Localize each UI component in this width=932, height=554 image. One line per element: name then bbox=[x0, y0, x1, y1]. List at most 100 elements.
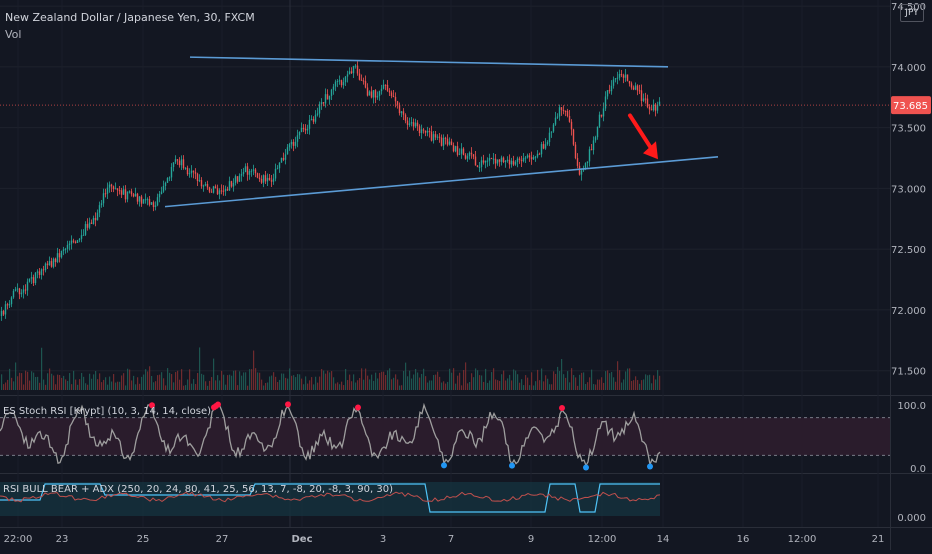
volume-bar bbox=[553, 371, 555, 390]
volume-bar bbox=[331, 371, 333, 390]
y-tick-label: 71.500 bbox=[891, 367, 926, 378]
volume-bar bbox=[25, 370, 27, 390]
candle-body bbox=[228, 181, 231, 191]
candle-body bbox=[192, 170, 195, 173]
candle-body bbox=[168, 177, 171, 179]
volume-bar bbox=[121, 375, 123, 390]
candle-body bbox=[502, 157, 505, 163]
volume-bar bbox=[167, 368, 169, 390]
volume-bar bbox=[567, 371, 569, 390]
volume-bar bbox=[211, 377, 213, 390]
candle-body bbox=[602, 108, 605, 117]
volume-bar bbox=[417, 372, 419, 390]
stoch-markers bbox=[149, 401, 653, 471]
volume-bar bbox=[525, 375, 527, 390]
candle-body bbox=[116, 188, 119, 191]
volume-bar bbox=[477, 370, 479, 390]
candle-body bbox=[256, 173, 259, 178]
volume-bar bbox=[163, 378, 165, 390]
candle-body bbox=[94, 218, 97, 221]
candle-body bbox=[306, 128, 309, 131]
volume-bar bbox=[279, 379, 281, 390]
candle-body bbox=[620, 73, 623, 76]
rsi-bull-bear-label[interactable]: RSI BULL BEAR + ADX (250, 20, 24, 80, 41… bbox=[3, 484, 394, 495]
candle-body bbox=[540, 144, 543, 155]
adx-band bbox=[0, 482, 660, 516]
candle-body bbox=[646, 98, 649, 107]
candle-body bbox=[142, 199, 145, 204]
volume-bar bbox=[297, 374, 299, 390]
volume-bar bbox=[33, 372, 35, 390]
volume-bar bbox=[641, 380, 643, 390]
candle-body bbox=[324, 94, 327, 104]
volume-bar bbox=[283, 373, 285, 390]
volume-bar bbox=[495, 379, 497, 390]
volume-bar bbox=[239, 371, 241, 390]
candle-body bbox=[316, 113, 319, 115]
volume-bar bbox=[333, 377, 335, 390]
candle-body bbox=[148, 199, 151, 205]
volume-bar bbox=[655, 379, 657, 390]
candle-body bbox=[34, 272, 37, 284]
volume-bar bbox=[485, 368, 487, 390]
volume-bar bbox=[171, 374, 173, 390]
volume-bar bbox=[293, 375, 295, 390]
volume-bar bbox=[563, 374, 565, 390]
volume-bar bbox=[107, 384, 109, 390]
volume-bar bbox=[375, 372, 377, 390]
candle-body bbox=[428, 130, 431, 132]
trendline bbox=[164, 155, 719, 208]
candle-body bbox=[342, 82, 345, 86]
volume-bar bbox=[571, 368, 573, 390]
stoch-high-dot bbox=[285, 401, 291, 408]
volume-bar bbox=[135, 384, 137, 390]
volume-bar bbox=[389, 368, 391, 390]
candle-body bbox=[214, 186, 217, 189]
currency-badge[interactable]: JPY bbox=[900, 4, 924, 22]
candle-body bbox=[398, 104, 401, 114]
candle-body bbox=[238, 175, 241, 182]
x-tick-label: 16 bbox=[737, 534, 750, 545]
volume-bar bbox=[301, 378, 303, 390]
volume-bar bbox=[645, 374, 647, 390]
candle-body bbox=[588, 149, 591, 162]
y-tick-label: 74.000 bbox=[891, 63, 926, 74]
candle-body bbox=[162, 185, 165, 192]
candle-body bbox=[596, 126, 599, 138]
stoch-low-dot bbox=[509, 462, 515, 469]
volume-bar bbox=[165, 385, 167, 390]
volume-bar bbox=[565, 377, 567, 390]
volume-bar bbox=[647, 375, 649, 390]
adx-pane bbox=[0, 482, 661, 516]
volume-bar bbox=[219, 380, 221, 390]
candle-body bbox=[470, 152, 473, 155]
candle-body bbox=[572, 129, 575, 145]
volume-bar bbox=[191, 383, 193, 390]
y-tick-label: 73.000 bbox=[891, 184, 926, 195]
volume-bar bbox=[457, 375, 459, 390]
volume-bar bbox=[67, 380, 69, 390]
volume-bar bbox=[543, 381, 545, 390]
x-tick-label: 21 bbox=[872, 534, 885, 545]
volume-bar bbox=[413, 374, 415, 390]
stoch-rsi-label[interactable]: ES Stoch RSI [Krypt] (10, 3, 14, 14, clo… bbox=[3, 406, 212, 417]
volume-bar bbox=[549, 384, 551, 390]
volume-bar bbox=[175, 372, 177, 390]
volume-bar bbox=[75, 379, 77, 390]
volume-bar bbox=[459, 372, 461, 390]
candle-body bbox=[522, 158, 525, 162]
candle-body bbox=[170, 166, 173, 178]
candle-body bbox=[92, 218, 95, 224]
volume-bar bbox=[487, 382, 489, 390]
candle-body bbox=[302, 127, 305, 129]
volume-bar bbox=[439, 376, 441, 390]
volume-bar bbox=[483, 381, 485, 390]
candle-body bbox=[626, 74, 629, 81]
candle-body bbox=[298, 131, 301, 136]
arrow-shaft bbox=[628, 113, 655, 154]
volume-bar bbox=[143, 374, 145, 390]
candle-body bbox=[250, 170, 253, 172]
volume-bar bbox=[141, 376, 143, 390]
